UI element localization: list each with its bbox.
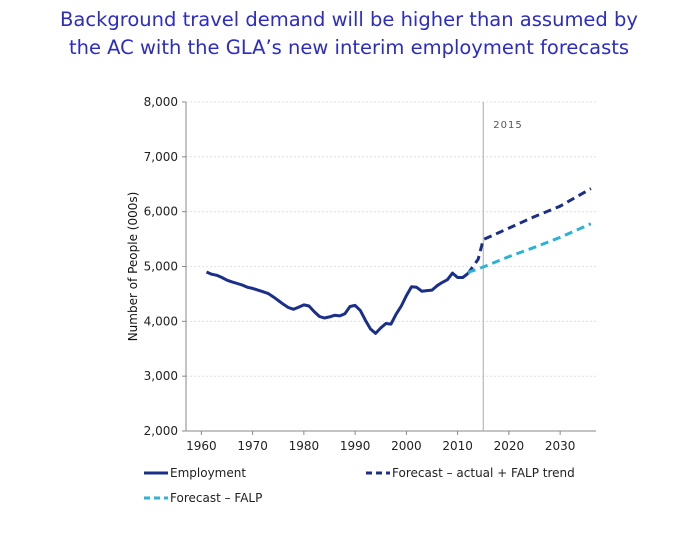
legend-label-3: Forecast – FALP [170,491,262,505]
x-tick-label: 1970 [237,439,268,453]
x-tick-label: 2020 [494,439,525,453]
y-axis-label: Number of People (000s) [126,192,140,342]
grid-layer [186,101,596,432]
legend-label-1: Employment [170,466,246,480]
y-tick-label: 4,000 [144,314,178,328]
legend-layer: Employment Forecast – actual + FALP trend… [144,466,575,505]
y-tick-label: 8,000 [144,95,178,109]
series-layer [205,187,592,335]
slide-title: Background travel demand will be higher … [0,6,698,62]
slide-title-line-1: Background travel demand will be higher … [60,8,638,31]
y-tick-label: 2,000 [144,424,178,438]
x-tick-label: 1960 [186,439,217,453]
y-tick-label: 6,000 [144,205,178,219]
x-tick-label: 2010 [442,439,473,453]
series-line-2 [466,187,592,275]
series-line-3 [467,222,592,274]
slide-title-line-2: the AC with the GLA’s new interim employ… [68,36,630,59]
x-tick-label: 1980 [289,439,320,453]
y-tick-label: 5,000 [144,260,178,274]
y-tick-label: 7,000 [144,150,178,164]
legend-label-2: Forecast – actual + FALP trend [392,466,575,480]
x-tick-label: 2030 [545,439,576,453]
x-tick-label: 1990 [340,439,371,453]
y-tick-label: 3,000 [144,369,178,383]
series-line-1 [205,270,469,335]
year-marker-label: 2015 [493,120,522,131]
axis-layer: 2,000 3,000 4,000 5,000 6,000 7,000 8,000 1960 1… [126,95,596,453]
x-tick-label: 2000 [391,439,422,453]
